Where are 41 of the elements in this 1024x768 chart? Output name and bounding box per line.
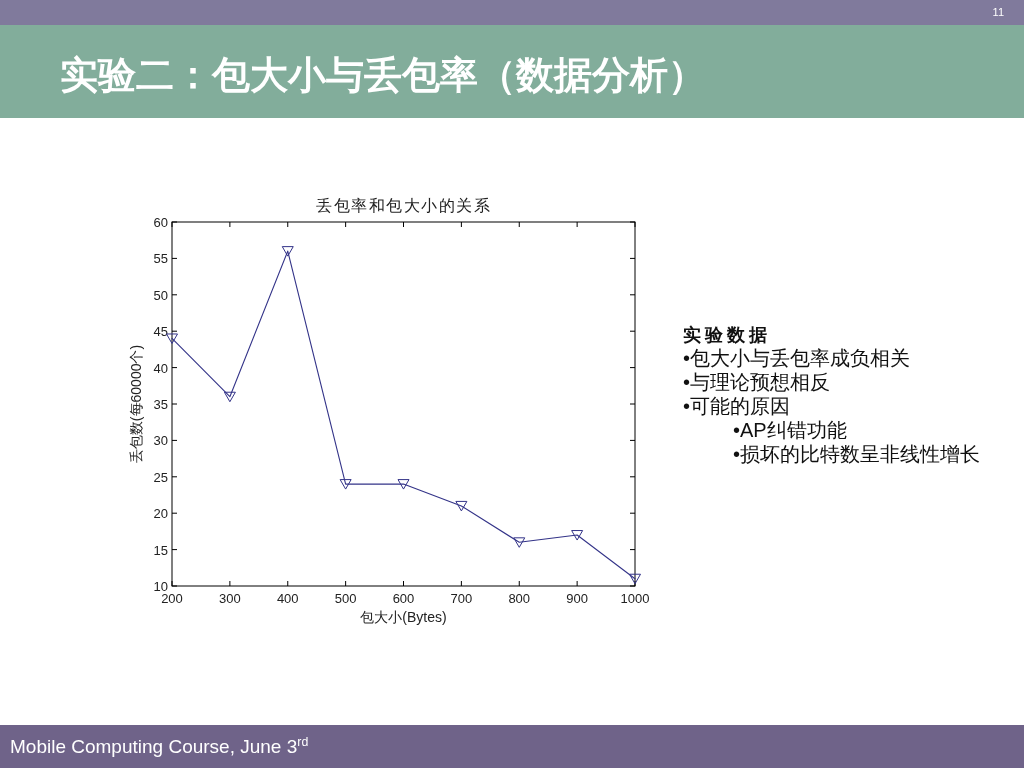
x-tick-label: 200 (161, 591, 183, 606)
x-tick-label: 1000 (620, 591, 650, 606)
point (223, 391, 236, 403)
point (629, 573, 641, 585)
x-axis-title: 包大小(Bytes) (360, 609, 447, 625)
x-tick-label: 400 (276, 591, 299, 606)
text: 实验二：包大小与丢包率（数据分析） (60, 54, 706, 96)
x-tick-label: 700 (450, 591, 473, 606)
y-tick-label: 30 (153, 433, 168, 449)
y-tick-label: 55 (153, 251, 168, 267)
text: •AP纠错功能 (733, 419, 847, 441)
y-tick-label: 40 (153, 360, 168, 376)
y-tick-label: 50 (153, 287, 168, 303)
text: •包大小与丢包率成负相关 (683, 347, 911, 369)
point (166, 333, 178, 344)
y-tick-label: 15 (153, 542, 168, 558)
y-tick-label: 25 (153, 469, 168, 485)
text: •与理论预想相反 (683, 371, 831, 393)
x-tick-label: 300 (219, 591, 241, 606)
x-tick-label: 500 (334, 591, 357, 606)
y-tick-label: 45 (153, 324, 168, 340)
point (513, 537, 526, 548)
y-tick-label: 10 (153, 579, 168, 594)
text: •可能的原因 (683, 395, 791, 417)
x-tick-label: 800 (508, 591, 531, 606)
y-tick-label: 60 (153, 215, 168, 230)
point (397, 479, 410, 490)
x-tick-label: 600 (392, 591, 415, 606)
y-tick-label: 35 (153, 397, 168, 412)
text: 11 (992, 6, 1004, 18)
y-tick-label: 20 (153, 506, 168, 522)
chart-title: 丢包率和包大小的关系 (316, 197, 491, 214)
point (571, 530, 584, 541)
point (455, 500, 468, 512)
text: 实验数据 (683, 325, 771, 345)
point (281, 246, 294, 257)
x-tick-label: 900 (566, 591, 588, 606)
y-axis-title: 丢包数(每60000个) (128, 344, 144, 464)
text: Mobile Computing Course, June 3$^{rd}$ (10, 735, 309, 757)
point (339, 479, 352, 490)
text: •损坏的比特数呈非线性增长 (733, 443, 981, 465)
